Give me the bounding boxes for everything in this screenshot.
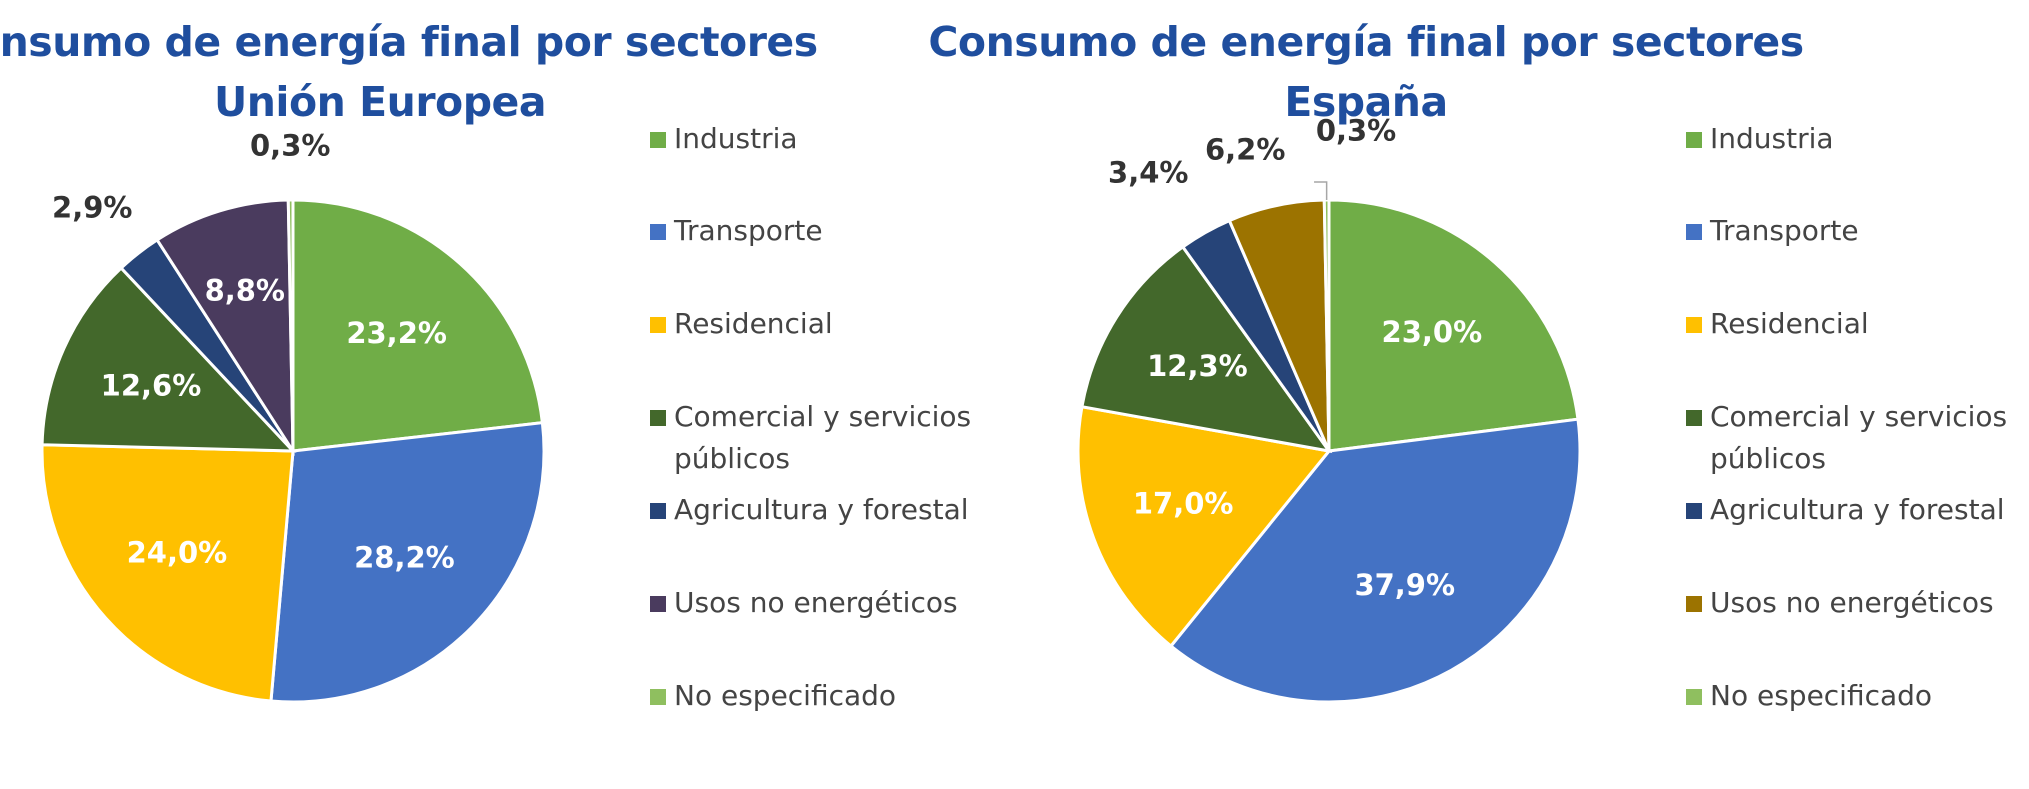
data-label-5: 2,9%	[52, 191, 132, 225]
legend-item: Agricultura y forestal	[1686, 489, 2010, 531]
legend-item: Usos no energéticos	[650, 582, 974, 624]
chart-subtitle-line: Unión Europea	[213, 78, 547, 126]
legend-label: Usos no energéticos	[674, 586, 958, 619]
legend-item: Transporte	[650, 210, 974, 252]
pie-slice-1	[291, 198, 545, 453]
chart-subtitle-line: España	[1284, 78, 1448, 126]
legend-swatch	[1686, 410, 1702, 426]
legend-item: No especificado	[650, 675, 974, 717]
legend-item: Industria	[650, 118, 974, 160]
pie-slice-2	[269, 421, 546, 704]
chart-title-spain: Consumo de energía final por sectores Es…	[866, 12, 1866, 132]
legend-label: Residencial	[1710, 307, 1869, 340]
legend-item: Industria	[1686, 118, 2010, 160]
pie-slice-1	[1327, 198, 1580, 453]
legend-label: Usos no energéticos	[1710, 586, 1994, 619]
legend-item: Residencial	[1686, 303, 2010, 345]
legend-label: Agricultura y forestal	[674, 493, 969, 526]
pie-slice-4	[40, 265, 297, 453]
pie-slice-4	[1080, 244, 1333, 454]
legend-item: Agricultura y forestal	[650, 489, 974, 531]
chart-panel-spain: Consumo de energía final por sectores Es…	[928, 0, 2029, 789]
legend-label: Transporte	[674, 214, 823, 247]
legend-swatch	[1686, 317, 1702, 333]
data-label-6: 8,8%	[205, 274, 285, 308]
legend-swatch	[650, 596, 666, 612]
legend-label: Transporte	[1710, 214, 1859, 247]
data-label-3: 17,0%	[1133, 486, 1234, 520]
data-label-7: 0,3%	[250, 128, 330, 162]
chart-title-line: Consumo de energía final por sectores	[0, 18, 818, 66]
legend-swatch	[1686, 132, 1702, 148]
legend-label: Industria	[674, 122, 798, 155]
legend-item: Usos no energéticos	[1686, 582, 2010, 624]
data-label-4: 12,6%	[101, 368, 202, 402]
legend-swatch	[1686, 224, 1702, 240]
data-label-4: 12,3%	[1147, 349, 1248, 383]
legend-item: Transporte	[1686, 210, 2010, 252]
legend-label: Agricultura y forestal	[1710, 493, 2005, 526]
legend-swatch	[1686, 689, 1702, 705]
data-label-2: 28,2%	[354, 541, 455, 575]
legend-item: Comercial y servicios públicos	[650, 396, 974, 480]
legend-item: Residencial	[650, 303, 974, 345]
legend-swatch	[650, 224, 666, 240]
legend-swatch	[650, 132, 666, 148]
legend-item: No especificado	[1686, 675, 2010, 717]
legend-swatch	[650, 317, 666, 333]
pie-slice-3	[1076, 404, 1332, 649]
legend-swatch	[650, 689, 666, 705]
pie-slice-6	[155, 198, 295, 457]
data-label-1: 23,0%	[1382, 315, 1483, 349]
legend-swatch	[650, 410, 666, 426]
data-label-6: 6,2%	[1205, 133, 1285, 167]
legend-label: No especificado	[1710, 679, 1933, 712]
legend-label: Industria	[1710, 122, 1834, 155]
data-label-5: 3,4%	[1108, 155, 1188, 189]
pie-slice-7	[286, 198, 295, 452]
legend-label: Comercial y servicios públicos	[674, 400, 972, 475]
legend-label: No especificado	[674, 679, 897, 712]
pie-slice-3	[40, 443, 295, 703]
pie-slice-2	[1168, 417, 1582, 704]
legend-swatch	[650, 503, 666, 519]
pie-chart-eu: 23,2% 28,2% 24,0% 12,6% 2,9% 8,8% 0,3%	[40, 128, 546, 704]
legend-label: Comercial y servicios públicos	[1710, 400, 2008, 475]
chart-panel-eu: Consumo de energía final por sectores Un…	[0, 0, 1014, 789]
legend-swatch	[1686, 503, 1702, 519]
leader-line	[1314, 181, 1328, 201]
legend-label: Residencial	[674, 307, 833, 340]
data-label-7: 0,3%	[1316, 113, 1396, 147]
data-label-3: 24,0%	[127, 536, 228, 570]
chart-title-line: Consumo de energía final por sectores	[928, 18, 1804, 66]
pie-chart-spain: 23,0% 37,9% 17,0% 12,3% 3,4% 6,2% 0,3%	[1076, 113, 1582, 704]
legend-swatch	[1686, 596, 1702, 612]
chart-title-eu: Consumo de energía final por sectores Un…	[0, 12, 880, 132]
data-label-2: 37,9%	[1354, 568, 1455, 602]
legend-item: Comercial y servicios públicos	[1686, 396, 2010, 480]
data-label-1: 23,2%	[346, 316, 447, 350]
